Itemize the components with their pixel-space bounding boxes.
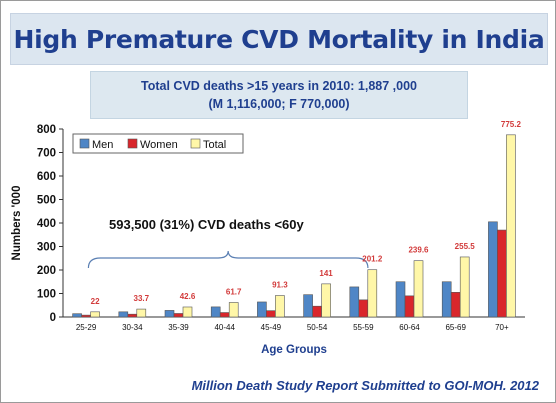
x-tick-label: 60-64 bbox=[399, 323, 420, 332]
source-footnote: Million Death Study Report Submitted to … bbox=[191, 378, 539, 393]
under-60-bracket bbox=[87, 250, 369, 269]
subtitle-line-1: Total CVD deaths >15 years in 2010: 1,88… bbox=[141, 79, 417, 93]
bar-total-55-59 bbox=[367, 269, 378, 318]
data-label-total: 33.7 bbox=[134, 294, 150, 303]
bar-men-55-59 bbox=[349, 286, 360, 318]
y-tick-label: 200 bbox=[37, 265, 56, 277]
bar-total-45-49 bbox=[275, 295, 285, 318]
bar-total-50-54 bbox=[321, 283, 331, 318]
x-tick-label: 30-34 bbox=[122, 323, 143, 332]
bar-total-30-34 bbox=[136, 308, 147, 318]
bar-men-25-29 bbox=[72, 313, 82, 318]
y-tick-label: 300 bbox=[37, 242, 56, 254]
legend-label-total: Total bbox=[203, 139, 226, 151]
bar-men-50-54 bbox=[303, 294, 313, 318]
data-label-total: 91.3 bbox=[272, 281, 288, 290]
bar-women-65-69 bbox=[450, 292, 461, 318]
data-label-total: 42.6 bbox=[180, 292, 196, 301]
bar-total-70+ bbox=[506, 134, 516, 318]
y-tick-label: 600 bbox=[37, 171, 56, 183]
y-tick-label: 700 bbox=[37, 148, 56, 160]
bar-women-70+ bbox=[497, 229, 507, 318]
bar-men-45-49 bbox=[257, 301, 267, 318]
bar-total-25-29 bbox=[90, 311, 100, 318]
bar-women-25-29 bbox=[81, 314, 91, 318]
bar-men-65-69 bbox=[441, 281, 452, 318]
data-label-total: 239.6 bbox=[408, 246, 429, 255]
data-label-total: 61.7 bbox=[226, 288, 242, 297]
y-tick-label: 100 bbox=[37, 289, 56, 301]
bar-total-60-64 bbox=[413, 260, 424, 318]
legend-swatch-women bbox=[127, 138, 138, 149]
y-tick-label: 500 bbox=[37, 195, 56, 207]
bar-men-35-39 bbox=[164, 310, 175, 318]
subtitle-line-2: (M 1,116,000; F 770,000) bbox=[208, 97, 350, 111]
bar-men-40-44 bbox=[210, 306, 221, 318]
x-tick-label: 25-29 bbox=[76, 323, 97, 332]
bar-total-40-44 bbox=[228, 302, 239, 318]
y-tick-label: 400 bbox=[37, 218, 56, 230]
legend-label-men: Men bbox=[92, 139, 113, 151]
data-label-total: 201.2 bbox=[362, 255, 383, 264]
x-tick-label: 65-69 bbox=[445, 323, 466, 332]
x-tick-label: 55-59 bbox=[353, 323, 374, 332]
bar-total-35-39 bbox=[182, 306, 193, 318]
bar-men-60-64 bbox=[395, 281, 406, 318]
y-axis-title: Numbers '000 bbox=[11, 186, 23, 261]
legend-label-women: Women bbox=[140, 139, 178, 151]
bar-women-30-34 bbox=[127, 313, 138, 318]
bar-women-50-54 bbox=[312, 305, 322, 318]
data-label-total: 775.2 bbox=[501, 120, 522, 129]
bar-men-30-34 bbox=[118, 311, 129, 318]
bar-women-55-59 bbox=[358, 299, 369, 318]
data-label-total: 141 bbox=[319, 269, 333, 278]
subtitle-box: Total CVD deaths >15 years in 2010: 1,88… bbox=[90, 71, 468, 119]
bar-women-45-49 bbox=[266, 310, 276, 318]
bar-women-35-39 bbox=[173, 313, 184, 318]
x-tick-label: 35-39 bbox=[168, 323, 189, 332]
x-tick-label: 45-49 bbox=[261, 323, 282, 332]
under-60-annotation: 593,500 (31%) CVD deaths <60y bbox=[109, 217, 305, 232]
slide-title: High Premature CVD Mortality in India bbox=[13, 24, 545, 54]
bar-total-65-69 bbox=[459, 256, 470, 318]
title-banner: High Premature CVD Mortality in India bbox=[10, 13, 548, 65]
y-tick-label: 800 bbox=[37, 124, 56, 136]
data-label-total: 22 bbox=[91, 297, 100, 306]
bar-men-70+ bbox=[488, 221, 498, 318]
data-label-total: 255.5 bbox=[455, 242, 476, 251]
y-tick-label: 0 bbox=[50, 312, 56, 324]
bar-women-40-44 bbox=[219, 312, 230, 318]
x-tick-label: 70+ bbox=[495, 323, 509, 332]
x-tick-label: 50-54 bbox=[307, 323, 328, 332]
legend-swatch-men bbox=[79, 138, 90, 149]
legend-swatch-total bbox=[190, 138, 201, 149]
x-axis-title: Age Groups bbox=[261, 344, 327, 356]
bar-women-60-64 bbox=[404, 295, 415, 318]
x-tick-label: 40-44 bbox=[214, 323, 235, 332]
legend-box bbox=[72, 133, 244, 154]
